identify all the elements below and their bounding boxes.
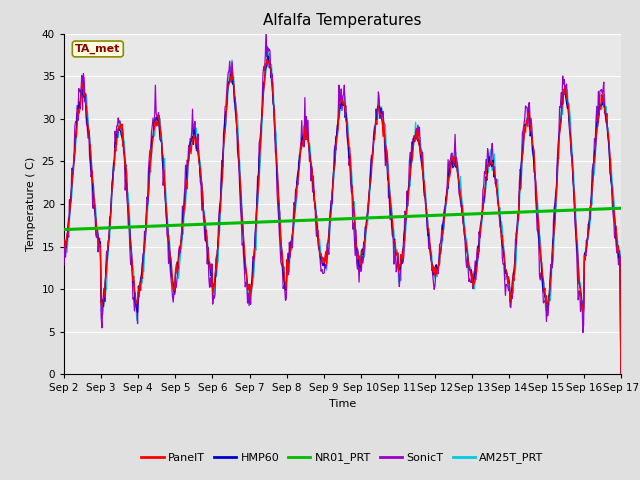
Title: Alfalfa Temperatures: Alfalfa Temperatures bbox=[263, 13, 422, 28]
X-axis label: Time: Time bbox=[329, 399, 356, 409]
Y-axis label: Temperature ( C): Temperature ( C) bbox=[26, 157, 36, 251]
Text: TA_met: TA_met bbox=[75, 44, 120, 54]
Legend: PanelT, HMP60, NR01_PRT, SonicT, AM25T_PRT: PanelT, HMP60, NR01_PRT, SonicT, AM25T_P… bbox=[137, 448, 548, 468]
